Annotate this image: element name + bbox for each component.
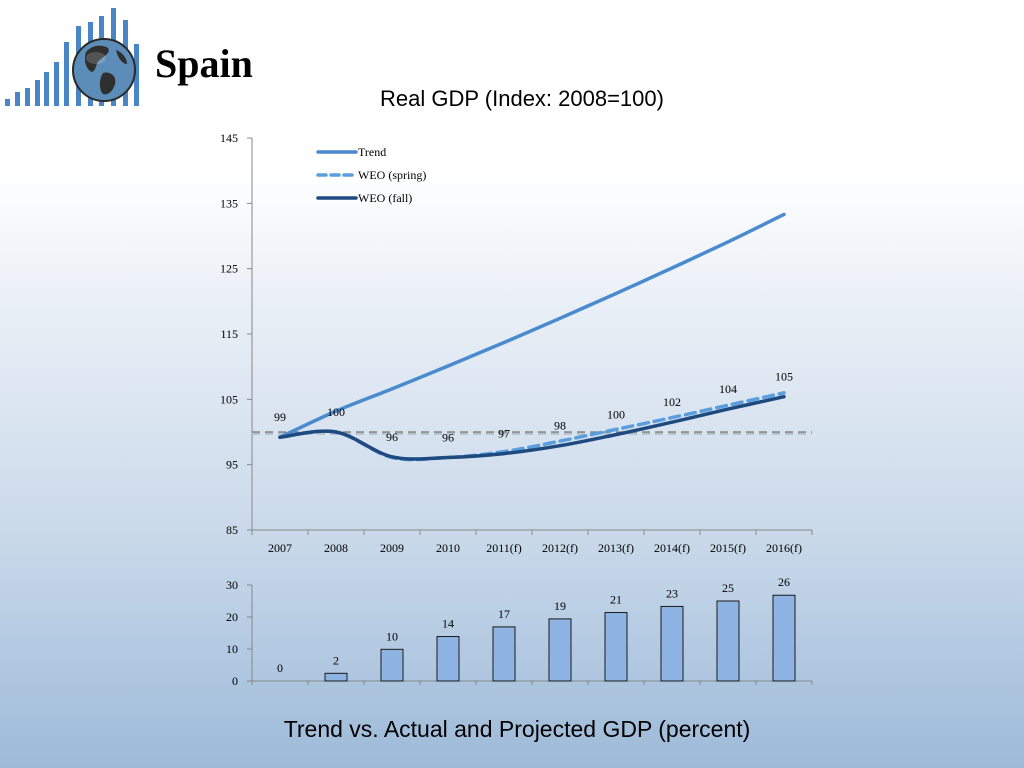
bar <box>324 672 348 682</box>
bar-data-label: 10 <box>386 629 398 643</box>
bar-chart-y-tick-label: 10 <box>226 642 238 656</box>
line-chart-y-tick-label: 115 <box>220 327 238 341</box>
line-chart-y-tick-label: 105 <box>220 392 238 406</box>
line-chart-x-tick-label: 2012(f) <box>542 541 578 555</box>
line-chart-y-tick-label: 125 <box>220 262 238 276</box>
line-chart-x-tick-label: 2015(f) <box>710 541 746 555</box>
line-chart-x-tick-label: 2011(f) <box>486 541 522 555</box>
bar-data-label: 17 <box>498 607 510 621</box>
line-chart: 85 95 105 115 125 135 145 2007 2008 2009 2010 2011(… <box>220 131 813 555</box>
bar-chart-y-tick-label: 0 <box>232 674 238 688</box>
line-data-label: 104 <box>719 382 737 396</box>
country-title: Spain <box>155 41 253 86</box>
weo-fall-line <box>278 394 786 461</box>
line-data-label: 97 <box>498 427 510 441</box>
line-chart-x-tick-label: 2014(f) <box>654 541 690 555</box>
line-data-label: 96 <box>442 430 454 444</box>
bar-data-label: 25 <box>722 581 734 595</box>
bar-chart-y-tick-label: 30 <box>226 578 238 592</box>
line-data-label: 98 <box>554 419 566 433</box>
bar-data-label: 0 <box>277 661 283 675</box>
bottom-title: Trend vs. Actual and Projected GDP (perc… <box>283 716 751 742</box>
bar-data-label: 26 <box>778 575 790 589</box>
line-chart-x-tick-label: 2010 <box>436 541 460 555</box>
line-chart-x-tick-label: 2007 <box>268 541 292 555</box>
line-data-label: 105 <box>775 370 793 384</box>
bar-data-label: 2 <box>333 653 339 667</box>
legend-label: WEO (spring) <box>358 168 426 182</box>
globe-icon <box>72 38 136 102</box>
bar-chart-y-tick-label: 20 <box>226 610 238 624</box>
line-chart-y-tick-label: 145 <box>220 131 238 145</box>
line-data-label: 102 <box>663 395 681 409</box>
line-data-label: 100 <box>327 405 345 419</box>
line-chart-y-tick-label: 135 <box>220 196 238 210</box>
legend-label: Trend <box>358 145 386 159</box>
bar <box>548 618 572 682</box>
line-chart-title: Real GDP (Index: 2008=100) <box>380 86 664 111</box>
line-chart-x-tick-label: 2016(f) <box>766 541 802 555</box>
bar <box>604 612 628 682</box>
bar-data-label: 21 <box>610 593 622 607</box>
legend-label: WEO (fall) <box>358 191 412 205</box>
bar <box>436 636 460 682</box>
line-data-label: 100 <box>607 408 625 422</box>
line-data-label: 99 <box>274 410 286 424</box>
line-chart-x-tick-label: 2009 <box>380 541 404 555</box>
line-chart-x-tick-label: 2013(f) <box>598 541 634 555</box>
bar-data-label: 19 <box>554 599 566 613</box>
line-chart-y-tick-label: 95 <box>226 458 238 472</box>
bar <box>380 648 404 682</box>
bar-data-label: 14 <box>442 617 454 631</box>
bar <box>492 626 516 682</box>
bar <box>716 600 740 682</box>
line-chart-y-tick-label: 85 <box>226 523 238 537</box>
bar <box>660 605 684 682</box>
trend-line <box>278 212 786 439</box>
logo <box>5 8 139 106</box>
bar <box>772 594 796 682</box>
line-data-label: 96 <box>386 430 398 444</box>
line-chart-x-tick-label: 2008 <box>324 541 348 555</box>
bar-data-label: 23 <box>666 586 678 600</box>
bar-chart: 0 10 20 30 0 2 10 14 17 19 21 23 25 26 <box>226 575 813 688</box>
